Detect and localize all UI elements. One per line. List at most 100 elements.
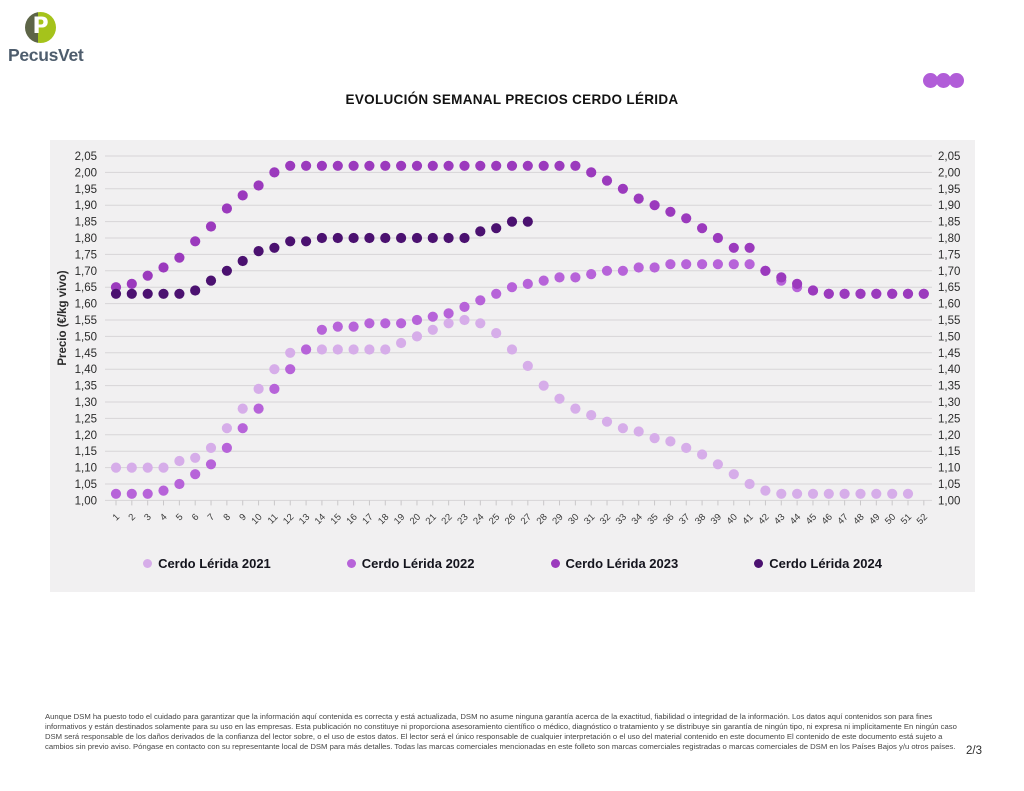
data-point (807, 488, 819, 499)
y-tick-label-left: 1,55 (75, 315, 97, 327)
data-point (285, 347, 296, 358)
legend-dot-icon (550, 559, 560, 568)
data-point (237, 255, 248, 267)
data-point (396, 160, 407, 171)
data-point (205, 275, 217, 286)
data-point (301, 236, 312, 247)
data-point (855, 488, 866, 499)
x-tick-label: 46 (820, 512, 835, 527)
data-point (237, 190, 248, 201)
data-point (665, 436, 676, 447)
x-tick-label: 34 (630, 512, 645, 527)
y-tick-label-left: 1,45 (75, 348, 97, 360)
data-point (728, 242, 739, 253)
data-point (902, 288, 914, 299)
price-scatter-chart: 2,05 2,05 2,00 2,00 1,95 1,95 1,90 1,90 1,85 1,85… (75, 151, 961, 527)
page-indicator: 2/3 (966, 745, 982, 757)
data-point (792, 278, 803, 289)
data-point (681, 442, 692, 453)
data-point (205, 459, 217, 470)
data-point (475, 295, 486, 306)
y-tick-label-left: 1,50 (75, 331, 97, 343)
x-tick-label: 16 (344, 512, 359, 527)
x-tick-label: 8 (221, 512, 233, 524)
data-point (823, 288, 834, 299)
x-tick-label: 26 (503, 512, 518, 527)
data-point (522, 160, 533, 171)
legend-label: Cerdo Lérida 2021 (158, 556, 271, 571)
data-point (681, 259, 692, 270)
data-point (142, 462, 153, 473)
data-point (649, 433, 660, 444)
data-point (823, 488, 834, 499)
x-tick-label: 18 (376, 512, 391, 527)
data-point (158, 288, 169, 299)
data-point (586, 167, 597, 178)
data-point (364, 318, 375, 329)
y-tick-label-left: 2,00 (75, 167, 97, 179)
data-point (554, 160, 565, 171)
data-point (411, 331, 423, 342)
y-tick-label-right: 1,95 (938, 184, 960, 196)
x-tick-label: 37 (677, 512, 692, 527)
legend-label: Cerdo Lérida 2022 (361, 556, 475, 571)
x-tick-label: 44 (788, 512, 803, 527)
data-point (269, 242, 280, 253)
data-point (110, 462, 122, 473)
data-point (253, 246, 264, 257)
legend-item-2024: Cerdo Lérida 2024 (754, 556, 882, 571)
data-point (522, 360, 533, 371)
x-tick-label: 12 (281, 512, 296, 527)
y-tick-label-left: 1,10 (75, 463, 97, 475)
data-point (506, 160, 518, 171)
y-tick-label-left: 1,95 (75, 184, 97, 196)
data-point (332, 160, 343, 171)
data-point (316, 160, 327, 171)
data-point (285, 236, 296, 247)
data-point (887, 488, 898, 499)
data-point (506, 216, 518, 227)
x-tick-label: 31 (582, 512, 597, 527)
data-point (142, 270, 153, 281)
data-point (174, 288, 185, 299)
y-tick-label-right: 1,60 (938, 299, 960, 311)
data-point (364, 232, 375, 244)
data-point (792, 488, 803, 499)
y-axis-title: Precio (€/kg vivo) (57, 270, 69, 366)
data-point (174, 455, 185, 467)
data-point (411, 232, 423, 244)
brand-name: PecusVet (8, 45, 84, 65)
data-point (126, 462, 137, 473)
data-point (158, 462, 169, 473)
y-tick-label-right: 1,40 (938, 364, 960, 376)
x-tick-label: 27 (519, 512, 534, 527)
y-tick-label-right: 1,55 (938, 315, 960, 327)
data-point (301, 160, 312, 171)
x-tick-label: 13 (297, 512, 312, 527)
data-point (316, 232, 327, 244)
data-point (506, 344, 518, 355)
data-point (918, 288, 929, 299)
y-tick-label-right: 2,00 (938, 167, 960, 179)
data-point (427, 311, 438, 322)
y-tick-label-left: 1,80 (75, 233, 97, 245)
data-point (190, 452, 201, 463)
legend-label: Cerdo Lérida 2023 (565, 556, 679, 571)
data-point (443, 160, 454, 171)
series-2021 (110, 314, 914, 499)
x-tick-label: 41 (740, 512, 755, 527)
y-tick-label-left: 1,40 (75, 364, 97, 376)
y-tick-label-left: 1,70 (75, 266, 97, 278)
x-tick-label: 19 (392, 512, 407, 527)
x-tick-label: 52 (915, 512, 930, 527)
logo-monogram: P (32, 14, 49, 39)
data-point (253, 403, 264, 414)
x-tick-label: 45 (804, 512, 819, 527)
data-point (459, 232, 470, 244)
data-point (126, 488, 137, 499)
data-point (506, 282, 518, 293)
y-tick-label-right: 1,00 (938, 495, 960, 507)
data-point (665, 259, 676, 270)
data-point (396, 337, 407, 349)
data-point (697, 449, 708, 460)
